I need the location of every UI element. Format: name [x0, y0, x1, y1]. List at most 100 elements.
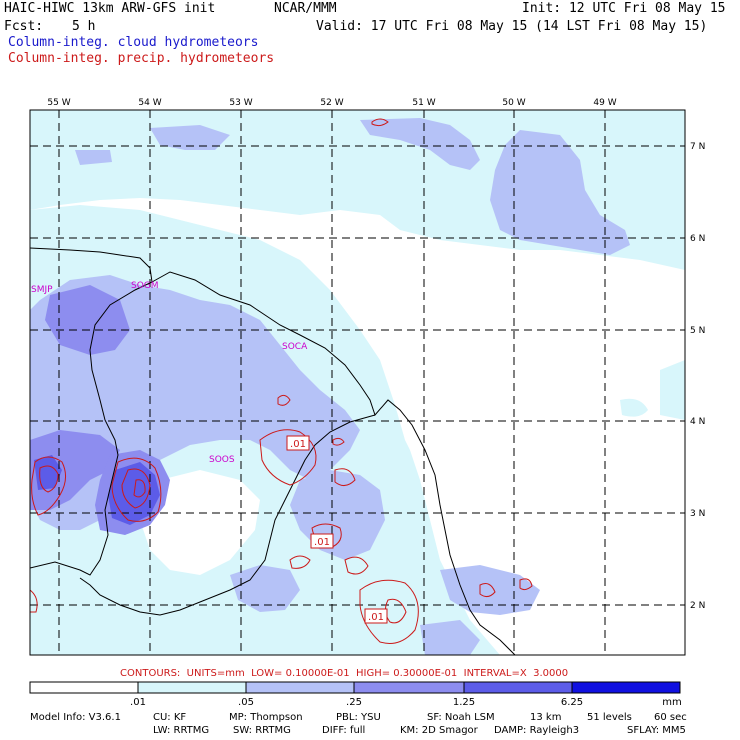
contour-core-inner: [121, 468, 151, 509]
model-info-res: 13 km: [530, 712, 562, 723]
plot-frame: [29, 109, 686, 656]
model-info-km: KM: 2D Smagor: [400, 725, 478, 736]
lat-label-4n: 4 N: [690, 417, 705, 427]
colorbar-swatch-3: [353, 681, 465, 694]
valid-time: Valid: 17 UTC Fri 08 May 15 (14 LST Fri …: [316, 19, 708, 34]
shade-max-west: [34, 455, 62, 490]
contour-mid-a: [259, 429, 317, 486]
colorbar-swatch-0: [29, 681, 139, 694]
contour-core-center: [133, 479, 146, 498]
lon-label-50w: 50 W: [502, 98, 525, 108]
contour-label-box-3: [364, 608, 388, 624]
contour-north: [371, 118, 389, 127]
lon-label-49w: 49 W: [593, 98, 616, 108]
field-cloud-title: Column-integ. cloud hydrometeors: [8, 35, 259, 50]
shade-mid-north-band: [360, 118, 480, 170]
station-soos: SOOS: [209, 455, 235, 465]
contour-label-2: .01: [314, 537, 330, 548]
contour-se2: [519, 578, 533, 591]
shade-mid-nw-patch: [75, 150, 112, 165]
lat-lon-grid: [30, 110, 685, 655]
lat-label-3n: 3 N: [690, 509, 705, 519]
contour-label-box-2: [310, 533, 334, 549]
colorbar-swatch-5: [571, 681, 681, 694]
contour-se: [479, 583, 496, 598]
lat-label-6n: 6 N: [690, 234, 705, 244]
contour-west-outer: [31, 456, 66, 516]
fcst-label: Fcst:: [4, 19, 44, 34]
org-label: NCAR/MMM: [274, 1, 337, 16]
fcst-value: 5 h: [72, 19, 96, 34]
contour-south-e: [30, 589, 38, 613]
contour-label-3: .01: [368, 612, 384, 623]
station-soca: SOCA: [282, 342, 308, 352]
lat-label-2n: 2 N: [690, 601, 705, 611]
shade-low-southeast: [660, 360, 685, 420]
colorbar-swatch-1: [137, 681, 247, 694]
colorbar-tick-2: .05: [238, 697, 254, 708]
contour-label-1: .01: [290, 439, 306, 450]
colorbar-tick-3: .25: [346, 697, 362, 708]
lon-label-54w: 54 W: [138, 98, 161, 108]
contour-label-box-1: [286, 435, 310, 451]
shade-mid-southwest2: [420, 620, 480, 655]
station-smjp: SMJP: [31, 285, 53, 295]
precip-contours: [30, 118, 533, 644]
model-info-sw: SW: RRTMG: [233, 725, 291, 736]
lat-labels: 7 N 6 N 5 N 4 N 3 N 2 N: [690, 142, 705, 611]
contour-mid-c: [332, 437, 345, 446]
contour-south-c: [344, 556, 369, 575]
station-labels: SMJP SOGM SOCA SOOS: [31, 281, 308, 465]
contour-label-group: .01 .01 .01: [286, 435, 388, 624]
shade-mid-north-patch: [150, 125, 230, 150]
model-info-dt: 60 sec: [654, 712, 687, 723]
lon-label-51w: 51 W: [412, 98, 435, 108]
shade-mid-south: [440, 565, 540, 615]
colorbar-units: mm: [662, 697, 681, 708]
model-info-sf: SF: Noah LSM: [427, 712, 495, 723]
lon-label-53w: 53 W: [229, 98, 252, 108]
contour-mid-b: [277, 394, 291, 406]
contour-south-d: [289, 555, 311, 569]
colorbar-tick-1: .01: [130, 697, 146, 708]
lon-labels: 55 W 54 W 53 W 52 W 51 W 50 W 49 W: [47, 98, 616, 108]
contours-info: CONTOURS: UNITS=mm LOW= 0.10000E-01 HIGH…: [120, 668, 569, 679]
model-info-pbl: PBL: YSU: [336, 712, 381, 723]
contour-core-outer: [111, 457, 162, 522]
shade-mid-southwest: [230, 565, 300, 612]
shade-clear-coast: [395, 405, 560, 655]
colorbar-tick-5: 6.25: [561, 697, 583, 708]
border-suriname-guiana: [30, 281, 153, 576]
shade-mid-northeast: [490, 130, 630, 255]
lon-label-55w: 55 W: [47, 98, 70, 108]
field-precip-title: Column-integ. precip. hydrometeors: [8, 51, 275, 66]
model-info-levels: 51 levels: [587, 712, 632, 723]
init-time: Init: 12 UTC Fri 08 May 15: [522, 1, 726, 16]
model-info-mp: MP: Thompson: [229, 712, 303, 723]
boundaries: [30, 247, 516, 655]
colorbar-swatch-2: [245, 681, 355, 694]
model-title: HAIC-HIWC 13km ARW-GFS init: [4, 1, 216, 16]
shade-high-west: [30, 430, 120, 510]
shade-high-north: [45, 285, 130, 355]
shade-clear-south: [140, 470, 260, 575]
station-sogm: SOGM: [131, 281, 159, 291]
model-info-diff: DIFF: full: [322, 725, 366, 736]
model-info-version: Model Info: V3.6.1: [30, 712, 121, 723]
model-info-sflay: SFLAY: MM5: [627, 725, 686, 736]
colorbar: .01 .05 .25 1.25 6.25 mm: [29, 681, 682, 708]
hydrometeor-shading: [30, 110, 685, 655]
model-info-lw: LW: RRTMG: [153, 725, 210, 736]
model-info-cu: CU: KF: [153, 712, 187, 723]
border-guiana-brazil: [79, 414, 376, 616]
colorbar-tick-4: 1.25: [453, 697, 475, 708]
lat-label-5n: 5 N: [690, 326, 705, 336]
coastline: [30, 247, 516, 655]
contour-mid-e: [334, 468, 356, 486]
shade-low-patch-ne: [620, 398, 648, 417]
lat-label-7n: 7 N: [690, 142, 705, 152]
contour-south-a: [359, 579, 419, 644]
contour-west-inner: [39, 465, 59, 493]
model-info-damp: DAMP: Rayleigh3: [494, 725, 580, 736]
